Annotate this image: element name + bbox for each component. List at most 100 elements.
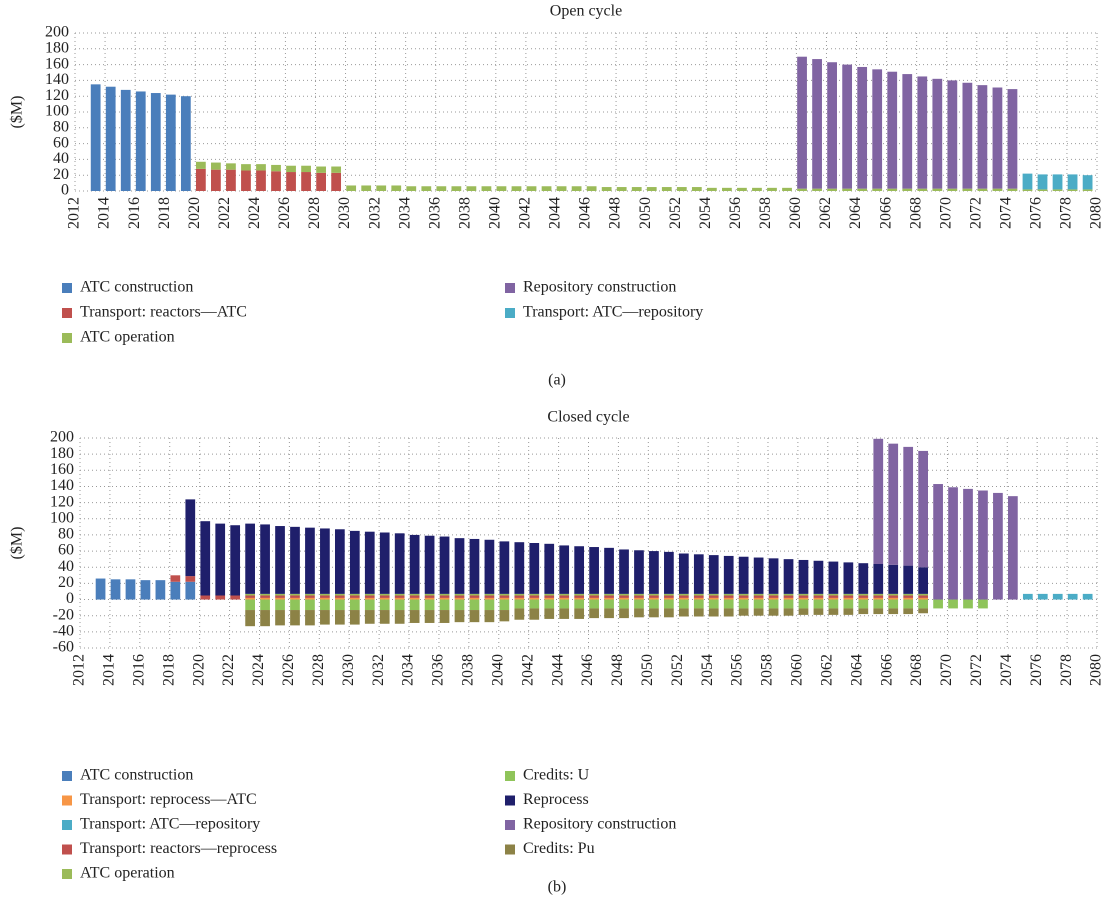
bar-segment	[634, 597, 644, 600]
bar-segment	[301, 172, 311, 191]
bar-segment	[170, 581, 181, 600]
bar-segment	[275, 599, 285, 611]
bar-segment	[514, 593, 525, 596]
bar-segment	[708, 555, 719, 594]
bar-segment	[798, 599, 809, 609]
bar-segment	[241, 164, 251, 171]
legend-label: Credits: U	[523, 767, 590, 784]
bar-segment	[843, 599, 854, 609]
legend-label: Transport: reactors—reprocess	[80, 840, 277, 857]
bar-segment	[120, 89, 131, 191]
bar-segment	[541, 186, 552, 191]
y-tick-label: 160	[50, 461, 74, 478]
bar-segment	[574, 599, 585, 609]
bar-segment	[888, 593, 899, 596]
bar-segment	[604, 547, 614, 594]
bar-segment	[813, 593, 824, 596]
x-tick-label: 2058	[759, 654, 776, 686]
bar-segment	[963, 599, 973, 609]
chart-title: Open cycle	[550, 3, 622, 20]
bar-segment	[409, 610, 420, 623]
bar-segment	[334, 529, 345, 594]
bar-segment	[783, 559, 794, 594]
bar-segment	[394, 533, 405, 594]
bar-segment	[135, 91, 146, 191]
bar-segment	[364, 610, 375, 624]
bar-segment	[439, 593, 450, 596]
bar-segment	[454, 610, 465, 623]
bar-segment	[245, 597, 255, 600]
bar-segment	[619, 608, 629, 619]
bar-segment	[424, 610, 435, 623]
bar-segment	[469, 599, 480, 611]
x-tick-label: 2064	[847, 197, 864, 229]
bar-segment	[364, 599, 375, 611]
x-tick-label: 2044	[547, 197, 564, 229]
bar-segment	[180, 96, 191, 191]
legend-swatch	[505, 283, 515, 293]
bar-segment	[664, 595, 674, 598]
legend-label: Transport: ATC—repository	[80, 816, 260, 833]
legend-label: Repository construction	[523, 279, 676, 296]
bar-segment	[604, 593, 614, 596]
bar-segment	[409, 595, 420, 598]
bar-segment	[1008, 496, 1018, 600]
bar-segment	[738, 599, 749, 609]
legend-swatch	[62, 771, 72, 781]
bar-segment	[275, 597, 285, 600]
bar-segment	[888, 564, 899, 594]
bar-segment	[1082, 189, 1093, 191]
x-tick-label: 2066	[878, 654, 895, 686]
bar-segment	[903, 597, 914, 600]
bar-segment	[962, 82, 973, 189]
bar-segment	[409, 599, 420, 611]
bar-segment	[529, 593, 540, 596]
bar-segment	[409, 597, 420, 600]
bar-segment	[185, 576, 196, 582]
legend-swatch	[62, 333, 72, 343]
bar-segment	[170, 575, 181, 582]
bar-segment	[316, 166, 326, 173]
bar-segment	[753, 608, 764, 616]
bar-segment	[379, 597, 390, 600]
legend-swatch	[62, 820, 72, 830]
bar-segment	[286, 172, 296, 191]
bar-segment	[693, 599, 704, 609]
bar-segment	[275, 595, 285, 598]
bar-segment	[678, 608, 689, 617]
bar-segment	[723, 597, 734, 600]
bar-segment	[634, 608, 644, 618]
legend-label: Credits: Pu	[523, 840, 595, 857]
bar-segment	[454, 599, 465, 611]
bar-segment	[932, 188, 943, 191]
bar-segment	[331, 172, 342, 191]
x-tick-label: 2040	[486, 197, 503, 229]
x-tick-label: 2030	[336, 197, 353, 229]
bar-segment	[604, 599, 614, 609]
y-tick-label: 20	[53, 166, 69, 183]
bar-segment	[245, 523, 255, 594]
bar-segment	[813, 597, 824, 600]
x-tick-label: 2072	[968, 654, 985, 686]
y-tick-label: 40	[58, 558, 74, 575]
bar-segment	[888, 597, 899, 600]
bar-segment	[421, 186, 432, 191]
x-tick-label: 2080	[1088, 197, 1105, 229]
bar-segment	[858, 599, 869, 609]
bar-segment	[828, 595, 839, 598]
bar-segment	[858, 563, 869, 594]
bar-segment	[140, 580, 151, 600]
y-tick-label: 180	[50, 445, 74, 462]
bar-segment	[589, 593, 599, 596]
bar-segment	[349, 610, 360, 625]
x-tick-label: 2062	[817, 197, 834, 229]
bar-segment	[529, 543, 540, 594]
bar-segment	[693, 608, 704, 617]
bar-segment	[827, 62, 837, 189]
bar-segment	[753, 595, 764, 598]
bar-segment	[753, 557, 764, 594]
bar-segment	[529, 595, 540, 598]
bar-segment	[631, 187, 642, 191]
bar-segment	[424, 593, 435, 596]
y-tick-label: 80	[58, 526, 74, 543]
